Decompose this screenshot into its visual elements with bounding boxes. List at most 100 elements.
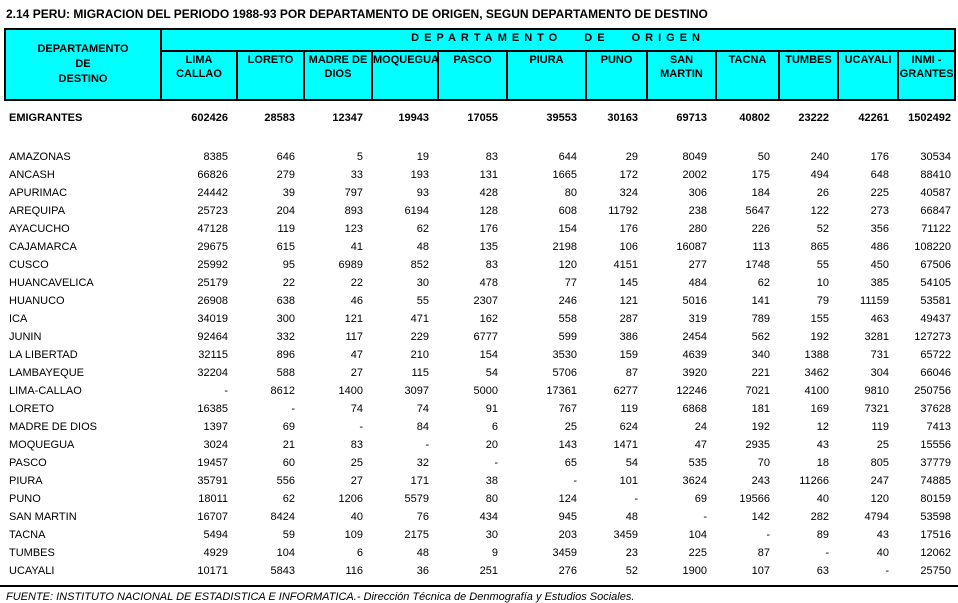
value-cell: 83: [350, 439, 363, 451]
value-cell: 87: [625, 367, 638, 379]
value-cell: 143: [558, 439, 577, 451]
value-cell: 17361: [546, 385, 577, 397]
value-cell: 945: [558, 511, 577, 523]
value-cell: 121: [344, 313, 363, 325]
value-cell: 279: [276, 169, 295, 181]
value-cell: 18: [816, 457, 829, 469]
value-cell: 80: [485, 493, 498, 505]
value-cell: 25179: [197, 277, 228, 289]
row-label: CUSCO: [9, 259, 49, 271]
table-row: LIMA-CALLAO - 8612 1400 3097 5000 17361 6277 122…: [4, 382, 954, 400]
value-cell: 52: [816, 223, 829, 235]
value-cell: 558: [558, 313, 577, 325]
value-cell: 240: [810, 151, 829, 163]
value-cell: 93: [416, 187, 429, 199]
value-cell: 50: [757, 151, 770, 163]
value-cell: 32: [416, 457, 429, 469]
value-cell: 135: [479, 241, 498, 253]
value-cell: 23: [625, 547, 638, 559]
value-cell: 92464: [197, 331, 228, 343]
value-cell: 277: [688, 259, 707, 271]
value-cell: 282: [810, 511, 829, 523]
value-cell: 1388: [804, 349, 829, 361]
value-cell: 67506: [920, 259, 951, 271]
value-cell: 18011: [198, 493, 228, 505]
value-cell: 122: [810, 205, 829, 217]
value-cell: 3459: [552, 547, 577, 559]
value-cell: 55: [816, 259, 829, 271]
row-label: HUANCAVELICA: [9, 277, 94, 289]
value-cell: 32204: [197, 367, 228, 379]
row-label: TACNA: [9, 529, 46, 541]
value-cell: 176: [619, 223, 638, 235]
value-cell: 22: [350, 277, 363, 289]
value-cell: 21: [282, 439, 295, 451]
value-cell: 300: [276, 313, 295, 325]
value-cell: 19943: [398, 112, 429, 124]
value-cell: 162: [479, 313, 498, 325]
value-cell: 731: [870, 349, 889, 361]
value-cell: 1206: [338, 493, 363, 505]
table-body: EMIGRANTES 602426 28583 12347 19943 17055 3955…: [4, 109, 954, 580]
spacer-cell: [4, 127, 954, 148]
value-cell: 608: [558, 205, 577, 217]
value-cell: 113: [752, 241, 770, 253]
value-cell: 70: [757, 457, 770, 469]
table-row: PUNO 18011 62 1206 5579 80 124 - 69 19566 40 120 801…: [4, 490, 954, 508]
value-cell: 74: [416, 403, 429, 415]
value-cell: 141: [751, 295, 770, 307]
value-cell: 104: [688, 529, 707, 541]
column-header-tumbes: TUMBES: [778, 50, 839, 101]
row-label: LORETO: [9, 403, 55, 415]
value-cell: 11159: [860, 295, 889, 307]
value-cell: 19566: [739, 493, 770, 505]
value-cell: 16707: [197, 511, 228, 523]
value-cell: 24442: [197, 187, 228, 199]
value-cell: 2454: [682, 331, 707, 343]
value-cell: 5000: [473, 385, 498, 397]
value-cell: 32115: [198, 349, 228, 361]
value-cell: 6: [356, 547, 363, 559]
value-cell: -: [634, 493, 638, 505]
value-cell: 356: [870, 223, 889, 235]
value-cell: 2175: [404, 529, 429, 541]
value-cell: 40: [876, 547, 889, 559]
value-cell: 494: [810, 169, 829, 181]
value-cell: 29675: [197, 241, 228, 253]
value-cell: 450: [870, 259, 889, 271]
value-cell: 171: [410, 475, 429, 487]
value-cell: 47128: [197, 223, 228, 235]
value-cell: 797: [344, 187, 363, 199]
column-header-pasco: PASCO: [437, 50, 508, 101]
value-cell: 38: [485, 475, 498, 487]
table-row: LAMBAYEQUE 32204 588 27 115 54 5706 87 3920 221 34…: [4, 364, 954, 382]
value-cell: 142: [751, 511, 770, 523]
value-cell: 69: [282, 421, 295, 433]
value-cell: 20: [485, 439, 498, 451]
value-cell: 30534: [920, 151, 951, 163]
value-cell: 7321: [864, 403, 889, 415]
column-header-puno: PUNO: [585, 50, 648, 101]
value-cell: 119: [277, 223, 295, 235]
value-cell: 83: [485, 151, 498, 163]
row-label: HUANUCO: [9, 295, 65, 307]
value-cell: 229: [410, 331, 429, 343]
value-cell: 53581: [920, 295, 951, 307]
value-cell: 12: [816, 421, 829, 433]
value-cell: 25992: [197, 259, 228, 271]
value-cell: 6194: [404, 205, 429, 217]
value-cell: 12062: [920, 547, 951, 559]
value-cell: 221: [751, 367, 770, 379]
value-cell: 101: [619, 475, 638, 487]
value-cell: 49437: [920, 313, 951, 325]
value-cell: 5843: [270, 565, 295, 577]
value-cell: 39553: [546, 112, 577, 124]
table-row: LA LIBERTAD 32115 896 47 210 154 3530 159 4639 34…: [4, 346, 954, 364]
value-cell: 35791: [197, 475, 228, 487]
value-cell: -: [291, 403, 295, 415]
value-cell: 306: [688, 187, 707, 199]
value-cell: 3920: [682, 367, 707, 379]
value-cell: 66046: [920, 367, 951, 379]
value-cell: 16087: [676, 241, 707, 253]
value-cell: 1665: [552, 169, 577, 181]
